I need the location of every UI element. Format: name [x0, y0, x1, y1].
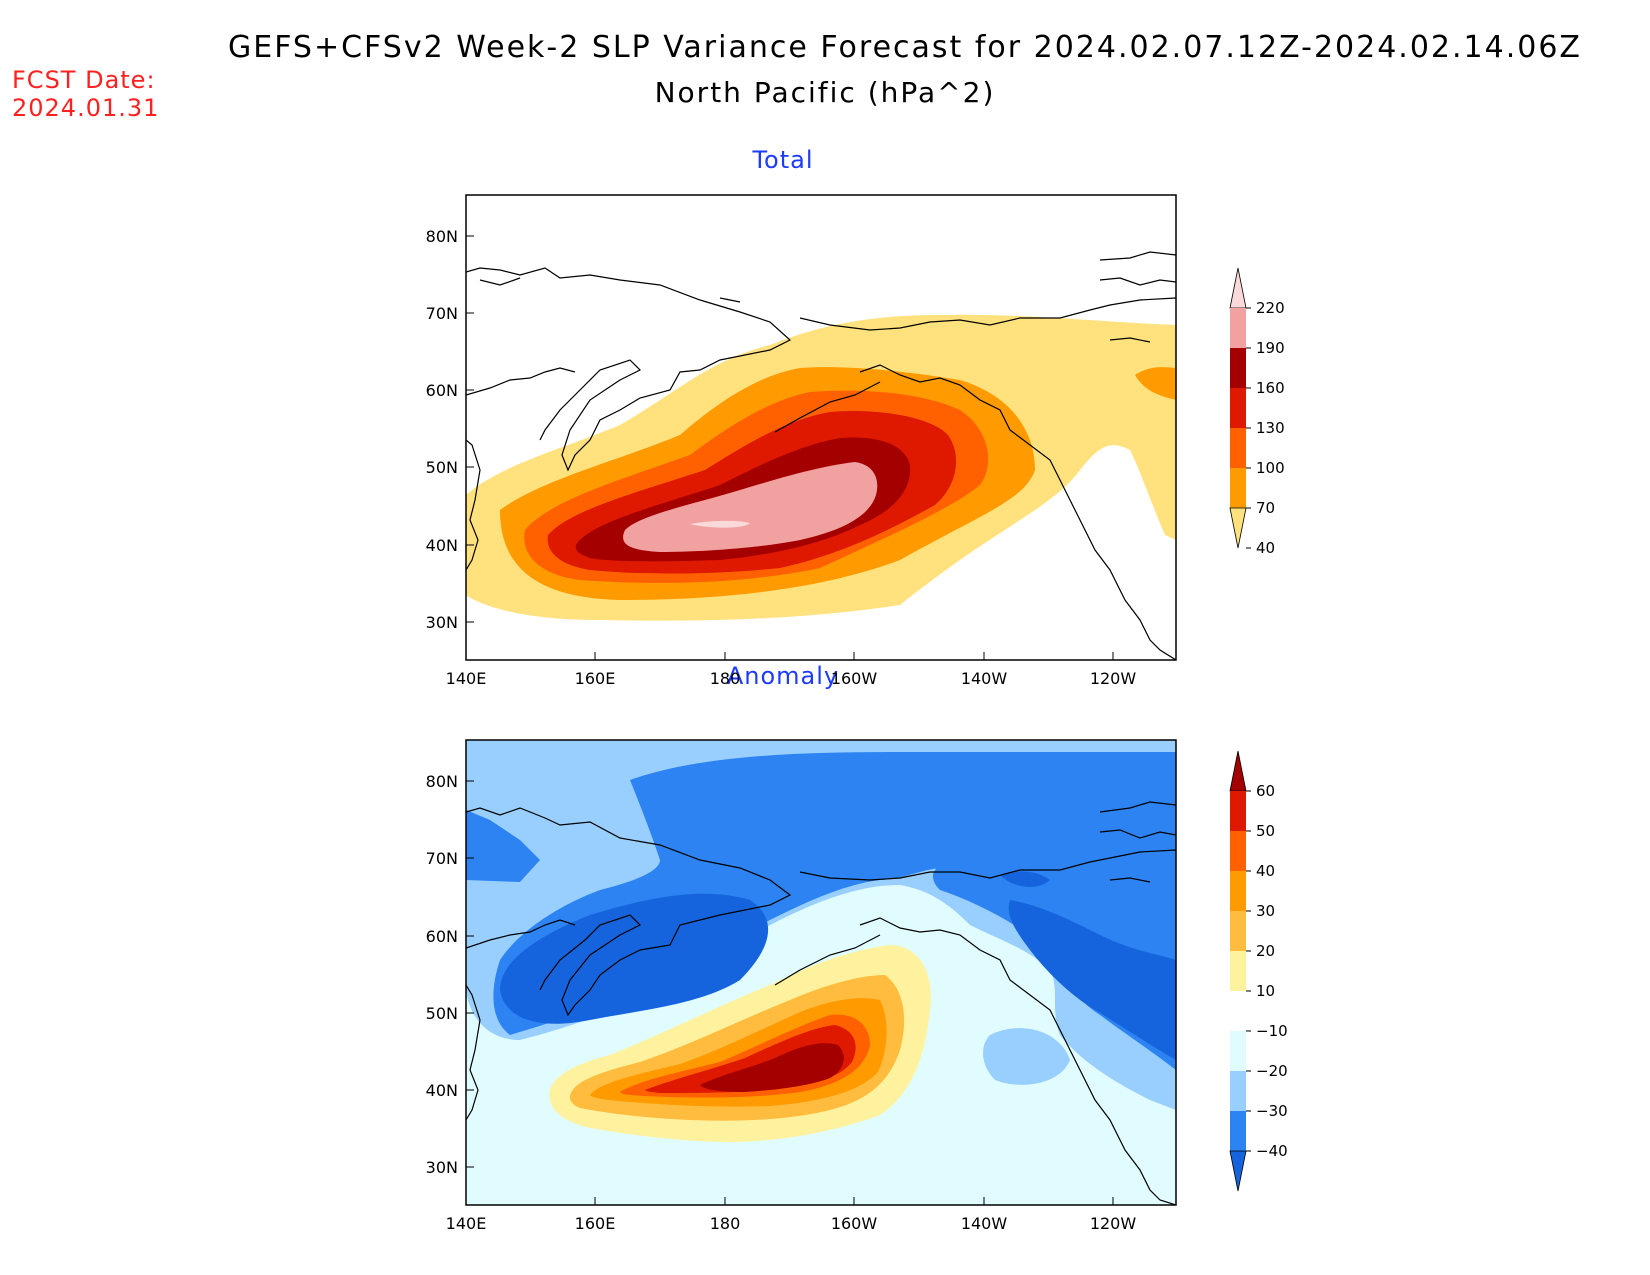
lon-tick-label: 180 [710, 1214, 741, 1233]
lon-tick-label: 160W [831, 669, 878, 688]
total-variance-contours [466, 251, 1176, 660]
forecast-date-label: FCST Date: [12, 66, 156, 94]
lon-tick-label: 160W [831, 1214, 878, 1233]
lat-tick-label: 70N [426, 304, 458, 323]
colorbar-label: 130 [1256, 419, 1285, 437]
lat-tick-label: 60N [426, 381, 458, 400]
lon-tick-label: 160E [575, 1214, 616, 1233]
colorbar-bottom-arrow [1229, 1150, 1247, 1192]
forecast-date-value: 2024.01.31 [12, 94, 160, 122]
colorbar-swatch [1230, 951, 1246, 991]
colorbar-label: −20 [1256, 1062, 1288, 1080]
colorbar-swatch [1230, 791, 1246, 831]
lon-tick-label: 140W [961, 669, 1008, 688]
colorbar-swatch [1230, 468, 1246, 508]
colorbar-label: 50 [1256, 822, 1275, 840]
colorbar-label: −30 [1256, 1102, 1288, 1120]
colorbar-swatch [1230, 428, 1246, 468]
colorbar-swatch [1230, 1031, 1246, 1071]
colorbar-label: 10 [1256, 982, 1275, 1000]
lat-tick-label: 80N [426, 772, 458, 791]
lat-tick-label: 50N [426, 458, 458, 477]
lat-tick-label: 40N [426, 1081, 458, 1100]
colorbar-label: 40 [1256, 539, 1275, 557]
colorbar-swatch [1230, 348, 1246, 388]
colorbar-bottom-arrow [1229, 507, 1247, 549]
anomaly-map-frame [465, 739, 1177, 1206]
colorbar-top-arrow [1229, 750, 1247, 792]
colorbar-swatch [1230, 831, 1246, 871]
lon-tick-label: 180 [710, 669, 741, 688]
lon-tick-label: 160E [575, 669, 616, 688]
colorbar-label: 220 [1256, 299, 1285, 317]
colorbar-label: 190 [1256, 339, 1285, 357]
colorbar-swatch [1230, 871, 1246, 911]
colorbar-label: 30 [1256, 902, 1275, 920]
lon-tick-label: 140E [446, 669, 487, 688]
colorbar-label: 40 [1256, 862, 1275, 880]
lon-tick-label: 120W [1090, 669, 1137, 688]
lon-tick-label: 140W [961, 1214, 1008, 1233]
lat-tick-label: 50N [426, 1004, 458, 1023]
anomaly-contours [466, 740, 1176, 1205]
lat-tick-label: 30N [426, 613, 458, 632]
colorbar-swatch [1230, 308, 1246, 348]
panel-title-anomaly: Anomaly [726, 662, 840, 690]
colorbar-swatch [1230, 1071, 1246, 1111]
colorbar-swatch [1230, 388, 1246, 428]
colorbar-label: −10 [1256, 1022, 1288, 1040]
colorbar-top-arrow [1229, 267, 1247, 309]
forecast-date: FCST Date: 2024.01.31 [12, 66, 159, 122]
colorbar-swatch [1230, 1111, 1246, 1151]
colorbar-label: 100 [1256, 459, 1285, 477]
lat-tick-label: 60N [426, 927, 458, 946]
colorbar-swatch [1230, 991, 1246, 1031]
total-map-frame [465, 194, 1177, 661]
colorbar-label: 160 [1256, 379, 1285, 397]
lon-tick-label: 140E [446, 1214, 487, 1233]
colorbar-label: −40 [1256, 1142, 1288, 1160]
colorbar-label: 20 [1256, 942, 1275, 960]
panel-title-total: Total [752, 146, 814, 174]
lat-tick-label: 40N [426, 536, 458, 555]
lat-tick-label: 30N [426, 1158, 458, 1177]
map-subtitle: North Pacific (hPa^2) [654, 76, 996, 109]
lat-tick-label: 80N [426, 227, 458, 246]
map-title: GEFS+CFSv2 Week-2 SLP Variance Forecast … [228, 30, 1582, 65]
colorbar-label: 70 [1256, 499, 1275, 517]
colorbar-label: 60 [1256, 782, 1275, 800]
lon-tick-label: 120W [1090, 1214, 1137, 1233]
colorbar-swatch [1230, 911, 1246, 951]
lat-tick-label: 70N [426, 849, 458, 868]
